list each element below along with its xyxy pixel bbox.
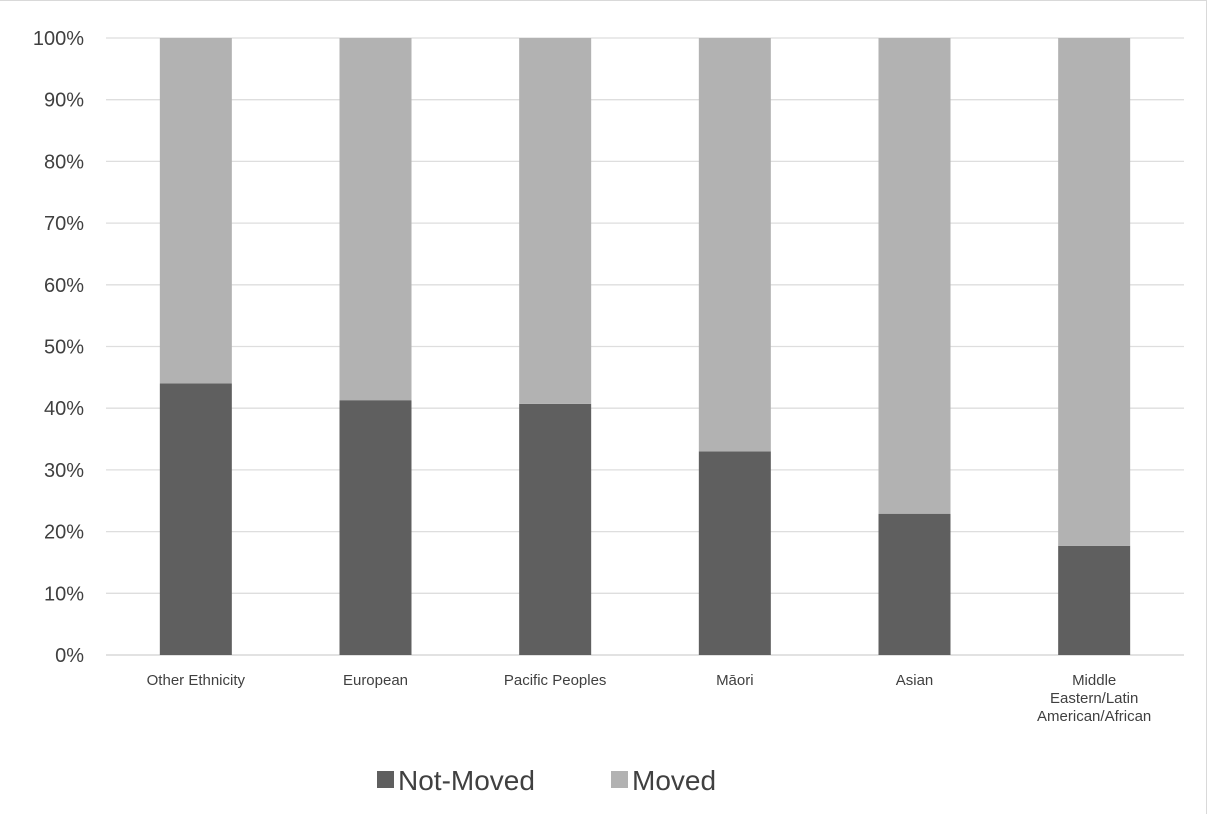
x-category-label: European	[343, 672, 408, 689]
x-category-label-line: Asian	[896, 672, 934, 689]
legend-label: Not-Moved	[398, 765, 535, 796]
x-category-label-line: American/African	[1037, 708, 1151, 725]
bar-not-moved-4	[878, 513, 951, 655]
legend-swatch-not-moved	[377, 771, 394, 788]
x-category-label-line: Māori	[716, 672, 754, 689]
y-tick-label: 100%	[33, 28, 84, 50]
bar-moved-3	[698, 38, 771, 452]
x-axis: Other Ethnicity European Pacific Peoples Mā…	[147, 672, 1152, 725]
y-axis-tick-labels: 0% 10% 20% 30% 40% 50% 60% 70% 80% 90% 100%	[33, 28, 84, 667]
y-tick-label: 20%	[44, 522, 84, 544]
legend-swatch-moved	[611, 771, 628, 788]
x-category-label: Middle Eastern/Latin American/African	[1037, 672, 1151, 725]
bar-moved-0	[159, 38, 232, 384]
x-category-label-line: European	[343, 672, 408, 689]
bar-not-moved-0	[159, 383, 232, 655]
y-tick-label: 0%	[55, 645, 84, 667]
x-category-label: Māori	[716, 672, 754, 689]
bar-moved-2	[519, 38, 592, 404]
x-category-label: Other Ethnicity	[147, 672, 246, 689]
legend: Not-Moved Moved	[377, 765, 716, 796]
bar-not-moved-3	[698, 451, 771, 655]
y-tick-label: 50%	[44, 337, 84, 359]
y-tick-label: 70%	[44, 213, 84, 235]
y-tick-label: 90%	[44, 90, 84, 112]
bar-not-moved-5	[1058, 545, 1131, 655]
bar-not-moved-2	[519, 403, 592, 655]
legend-label: Moved	[632, 765, 716, 796]
y-tick-label: 10%	[44, 583, 84, 605]
y-tick-label: 60%	[44, 275, 84, 297]
x-category-label-line: Eastern/Latin	[1050, 690, 1138, 707]
x-category-label-line: Pacific Peoples	[504, 672, 607, 689]
x-category-label-line: Other Ethnicity	[147, 672, 246, 689]
bars	[159, 38, 1131, 655]
y-tick-label: 80%	[44, 151, 84, 173]
y-tick-label: 30%	[44, 460, 84, 482]
x-category-label: Asian	[896, 672, 934, 689]
x-category-label: Pacific Peoples	[504, 672, 607, 689]
bar-moved-4	[878, 38, 951, 514]
y-tick-label: 40%	[44, 398, 84, 420]
bar-moved-5	[1058, 38, 1131, 546]
gridlines	[106, 37, 1184, 656]
bar-not-moved-1	[339, 400, 412, 655]
bar-moved-1	[339, 38, 412, 401]
x-category-label-line: Middle	[1072, 672, 1116, 689]
